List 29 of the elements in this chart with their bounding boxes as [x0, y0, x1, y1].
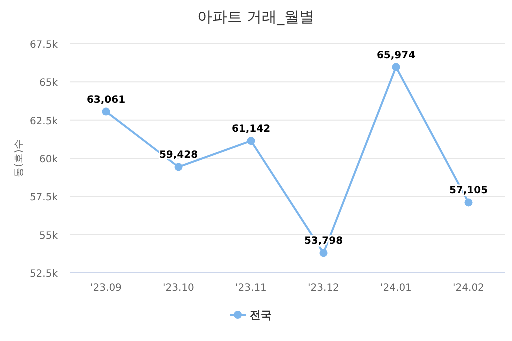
y-tick-label: 65k	[39, 78, 58, 90]
point	[392, 63, 400, 72]
data-label: 65,974	[376, 50, 416, 62]
y-tick-label: 62.5k	[30, 116, 58, 128]
legend: 전국	[230, 309, 272, 322]
point	[247, 137, 256, 146]
y-tick-label: 55k	[39, 230, 58, 242]
y-tick-label: 57.5k	[30, 192, 58, 204]
x-tick-label: '23.09	[90, 283, 122, 294]
x-tick-label: '23.10	[163, 283, 194, 294]
x-tick-label: '23.12	[308, 283, 340, 294]
data-label: 63,061	[86, 94, 126, 106]
y-tick-label: 67.5k	[30, 40, 58, 51]
y-tick-label: 52.5k	[30, 269, 58, 280]
x-tick-label: '24.02	[453, 283, 484, 294]
x-tick-label: '23.11	[236, 283, 267, 294]
data-label: 61,142	[232, 124, 271, 136]
chart-title: 아파트 거래_월별	[197, 8, 315, 26]
point	[464, 198, 473, 207]
point	[102, 108, 110, 116]
data-label: 53,798	[304, 236, 344, 248]
x-tick-label: '24.01	[380, 283, 412, 294]
y-tick-label: 60k	[39, 154, 58, 166]
legend-label: 전국	[250, 309, 272, 322]
data-label: 57,105	[449, 186, 488, 197]
point	[174, 163, 183, 172]
y-axis-title: 동(호)수	[14, 140, 25, 178]
data-label: 59,428	[159, 150, 198, 162]
point	[320, 249, 328, 258]
